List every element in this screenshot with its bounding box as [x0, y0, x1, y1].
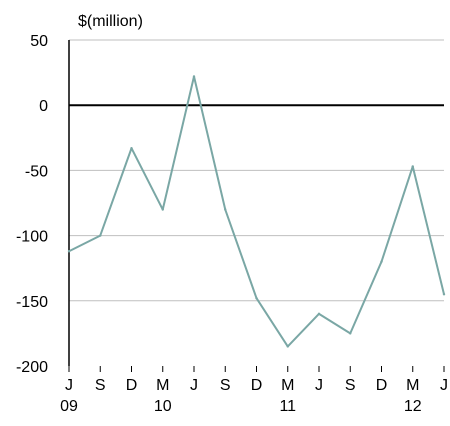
data-point	[161, 208, 164, 211]
data-point	[255, 296, 258, 300]
x-tick-label: M	[281, 377, 294, 394]
series-line	[68, 75, 445, 348]
x-year-label: 11	[279, 398, 296, 415]
x-tick-label: S	[220, 377, 231, 394]
x-tick-label: D	[126, 377, 138, 394]
x-year-label: 09	[60, 398, 78, 415]
y-tick-label: 50	[30, 33, 48, 50]
data-point	[317, 312, 321, 316]
grid-lines	[69, 39, 444, 302]
x-tick-label: D	[251, 377, 263, 394]
y-tick-label: 0	[39, 98, 48, 115]
x-year-labels: 09 10 11 12	[60, 398, 422, 415]
data-point	[99, 234, 102, 237]
x-tick-label: J	[440, 377, 448, 394]
data-point	[442, 293, 446, 296]
x-tick-label: S	[95, 377, 106, 394]
y-tick-label: -100	[16, 229, 48, 246]
data-point	[349, 332, 352, 335]
y-tick-label: -50	[25, 163, 48, 180]
data-point	[380, 260, 383, 263]
data-point	[67, 250, 71, 253]
data-point	[130, 147, 133, 150]
x-year-label: 12	[404, 398, 422, 415]
data-point	[224, 208, 227, 211]
x-tick-label: J	[190, 377, 198, 394]
data-point	[192, 75, 196, 78]
data-point	[286, 345, 289, 348]
x-tick-label: M	[156, 377, 169, 394]
x-tick-label: M	[406, 377, 419, 394]
x-tick-label: J	[315, 377, 323, 394]
data-point	[411, 165, 414, 168]
x-tick-label: D	[376, 377, 388, 394]
y-unit-label: $(million)	[78, 13, 143, 30]
series-group	[67, 75, 446, 348]
x-year-label: 10	[154, 398, 172, 415]
y-tick-label: -150	[16, 294, 48, 311]
y-tick-label: -200	[16, 359, 48, 376]
x-tick-label: S	[345, 377, 356, 394]
x-tick-label: J	[65, 377, 73, 394]
x-ticks	[68, 366, 445, 372]
y-tick-labels: 50 0 -50 -100 -150 -200	[16, 33, 48, 376]
